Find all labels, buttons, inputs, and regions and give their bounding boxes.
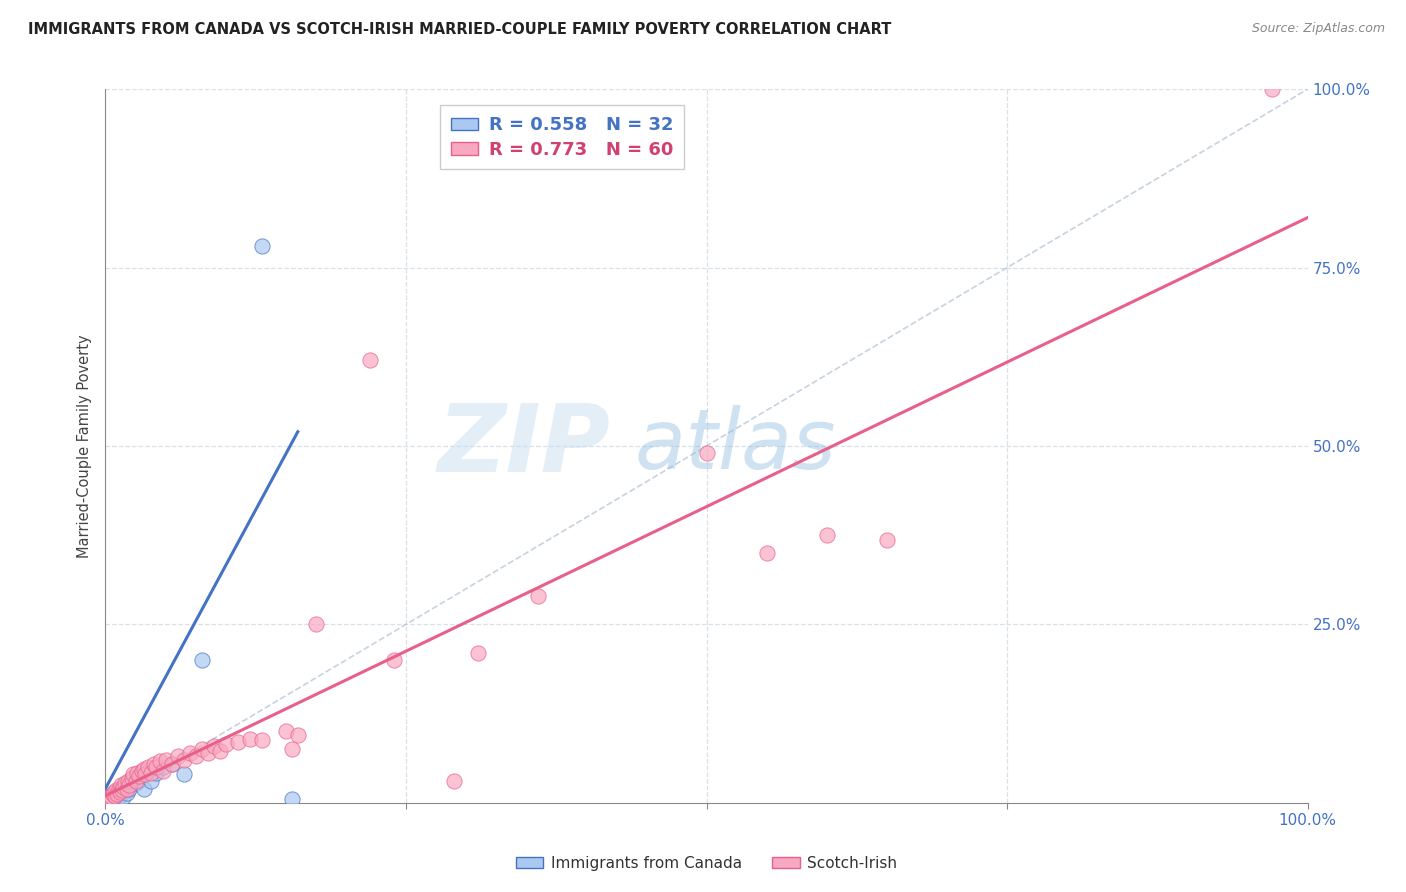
Point [104,794,127,808]
Point [122,767,145,781]
Point [108,785,131,799]
Point [118,781,141,796]
Point [136,764,159,778]
Point [131,764,153,778]
Point [114,776,136,790]
Legend: Immigrants from Canada, Scotch-Irish: Immigrants from Canada, Scotch-Irish [509,850,904,877]
Point [184,749,207,764]
Point [208,744,231,758]
Point [190,653,212,667]
Point [876,533,898,548]
Point [97,793,120,807]
Point [101,791,124,805]
Point [136,760,159,774]
Point [103,789,125,803]
Point [359,353,381,368]
Text: atlas: atlas [634,406,837,486]
Point [305,617,328,632]
Point [250,733,273,747]
Point [281,792,304,806]
Point [128,772,150,787]
Point [173,753,195,767]
Point [274,724,297,739]
Point [815,528,838,542]
Text: Source: ZipAtlas.com: Source: ZipAtlas.com [1251,22,1385,36]
Point [128,769,150,783]
Point [1260,82,1282,96]
Point [105,783,128,797]
Point [105,787,128,801]
Point [696,446,718,460]
Point [142,756,165,771]
Point [100,793,122,807]
Point [139,765,162,780]
Point [100,790,122,805]
Point [145,765,167,780]
Point [202,739,225,753]
Point [160,756,183,771]
Point [173,767,195,781]
Point [145,760,167,774]
Point [190,742,212,756]
Point [97,794,120,808]
Point [100,790,122,805]
Point [443,774,465,789]
Point [107,781,129,796]
Point [111,783,134,797]
Text: IMMIGRANTS FROM CANADA VS SCOTCH-IRISH MARRIED-COUPLE FAMILY POVERTY CORRELATION: IMMIGRANTS FROM CANADA VS SCOTCH-IRISH M… [28,22,891,37]
Point [121,771,143,785]
Point [121,771,143,785]
Point [155,753,177,767]
Point [104,789,127,803]
Point [124,776,146,790]
Point [108,789,131,803]
Point [166,749,188,764]
Point [134,767,156,781]
Point [214,737,236,751]
Point [101,787,124,801]
Point [110,778,132,792]
Point [107,787,129,801]
Point [132,762,155,776]
Point [125,765,148,780]
Point [197,746,219,760]
Point [139,774,162,789]
Point [103,785,125,799]
Point [287,728,309,742]
Point [239,731,262,746]
Point [527,589,550,603]
Point [226,735,249,749]
Text: ZIP: ZIP [437,400,610,492]
Point [104,790,127,805]
Point [281,742,304,756]
Point [132,781,155,796]
Y-axis label: Married-Couple Family Poverty: Married-Couple Family Poverty [77,334,93,558]
Point [148,755,170,769]
Point [179,746,201,760]
Point [382,653,405,667]
Point [98,792,121,806]
Point [107,785,129,799]
Point [117,774,139,789]
Point [118,778,141,792]
Point [98,789,121,803]
Point [107,791,129,805]
Point [131,767,153,781]
Point [467,646,489,660]
Point [98,791,121,805]
Point [112,790,135,805]
Point [98,794,121,808]
Point [152,764,174,778]
Point [115,786,138,800]
Point [112,780,135,794]
Point [250,239,273,253]
Point [114,780,136,794]
Point [160,756,183,771]
Point [152,760,174,774]
Point [115,781,138,796]
Point [110,783,132,797]
Point [124,774,146,789]
Point [755,546,778,560]
